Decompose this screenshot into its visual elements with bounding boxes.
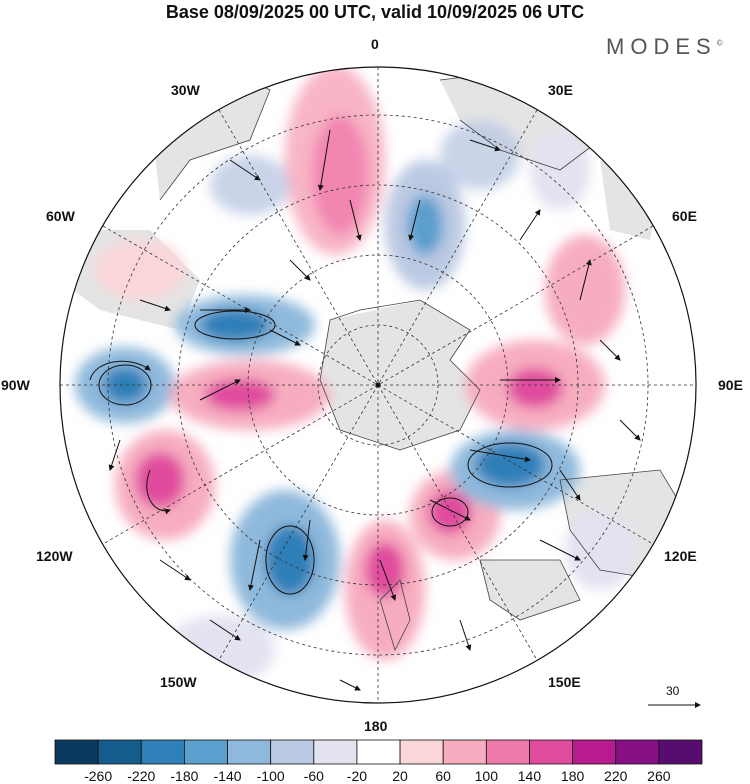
lon-label-150e: 150E bbox=[548, 674, 581, 690]
reference-vector-value: 30 bbox=[666, 684, 680, 698]
anomaly-shading bbox=[75, 67, 635, 685]
brand-logo: MODES© bbox=[606, 34, 723, 60]
colorbar-swatch bbox=[658, 739, 703, 765]
colorbar-tick-label: 60 bbox=[435, 768, 451, 784]
colorbar-tick-label: -140 bbox=[213, 768, 242, 784]
colorbar-tick-label: 180 bbox=[560, 768, 585, 784]
lon-label-180: 180 bbox=[364, 718, 388, 734]
colorbar-swatch bbox=[140, 739, 185, 765]
lon-label-30w: 30W bbox=[171, 82, 200, 98]
land-masses bbox=[60, 70, 690, 620]
colorbar-swatch bbox=[227, 739, 272, 765]
colorbar-tick-label: 140 bbox=[517, 768, 542, 784]
lon-label-0: 0 bbox=[371, 36, 379, 52]
colorbar-swatch bbox=[270, 739, 315, 765]
colorbar-tick-label: 100 bbox=[474, 768, 499, 784]
colorbar-swatch bbox=[615, 739, 660, 765]
colorbar-swatch bbox=[97, 739, 142, 765]
colorbar-tick-label: -180 bbox=[170, 768, 199, 784]
colorbar bbox=[54, 739, 703, 765]
map-boundary bbox=[59, 66, 697, 704]
colorbar-swatch bbox=[485, 739, 530, 765]
lon-label-60w: 60W bbox=[46, 208, 75, 224]
pole-marker bbox=[375, 382, 381, 388]
colorbar-tick-label: -100 bbox=[256, 768, 285, 784]
map-title: Base 08/09/2025 00 UTC, valid 10/09/2025… bbox=[165, 2, 585, 22]
lon-label-60e: 60E bbox=[672, 208, 697, 224]
lon-label-120e: 120E bbox=[664, 548, 697, 564]
colorbar-swatch bbox=[529, 739, 574, 765]
colorbar-tick-label: -20 bbox=[346, 768, 368, 784]
colorbar-swatch bbox=[54, 739, 99, 765]
lon-label-120w: 120W bbox=[36, 548, 73, 564]
brand-mark: © bbox=[716, 38, 723, 48]
colorbar-tick-label: -60 bbox=[303, 768, 324, 784]
colorbar-swatch bbox=[313, 739, 358, 765]
brand-text: MODES bbox=[606, 34, 717, 59]
colorbar-tick-label: 20 bbox=[392, 768, 408, 784]
colorbar-swatch bbox=[356, 739, 401, 765]
colorbar-tick-label: 260 bbox=[647, 768, 671, 784]
colorbar-swatch bbox=[442, 739, 487, 765]
lon-label-150w: 150W bbox=[160, 674, 197, 690]
colorbar-swatch bbox=[399, 739, 444, 765]
colorbar-tick-label: -220 bbox=[127, 768, 156, 784]
lon-label-90e: 90E bbox=[718, 377, 743, 393]
colorbar-tick-label: -260 bbox=[84, 768, 113, 784]
colorbar-swatch bbox=[572, 739, 617, 765]
colorbar-swatch bbox=[183, 739, 228, 765]
colorbar-tick-label: 220 bbox=[604, 768, 628, 784]
lon-label-90w: 90W bbox=[1, 377, 30, 393]
lon-label-30e: 30E bbox=[548, 82, 573, 98]
